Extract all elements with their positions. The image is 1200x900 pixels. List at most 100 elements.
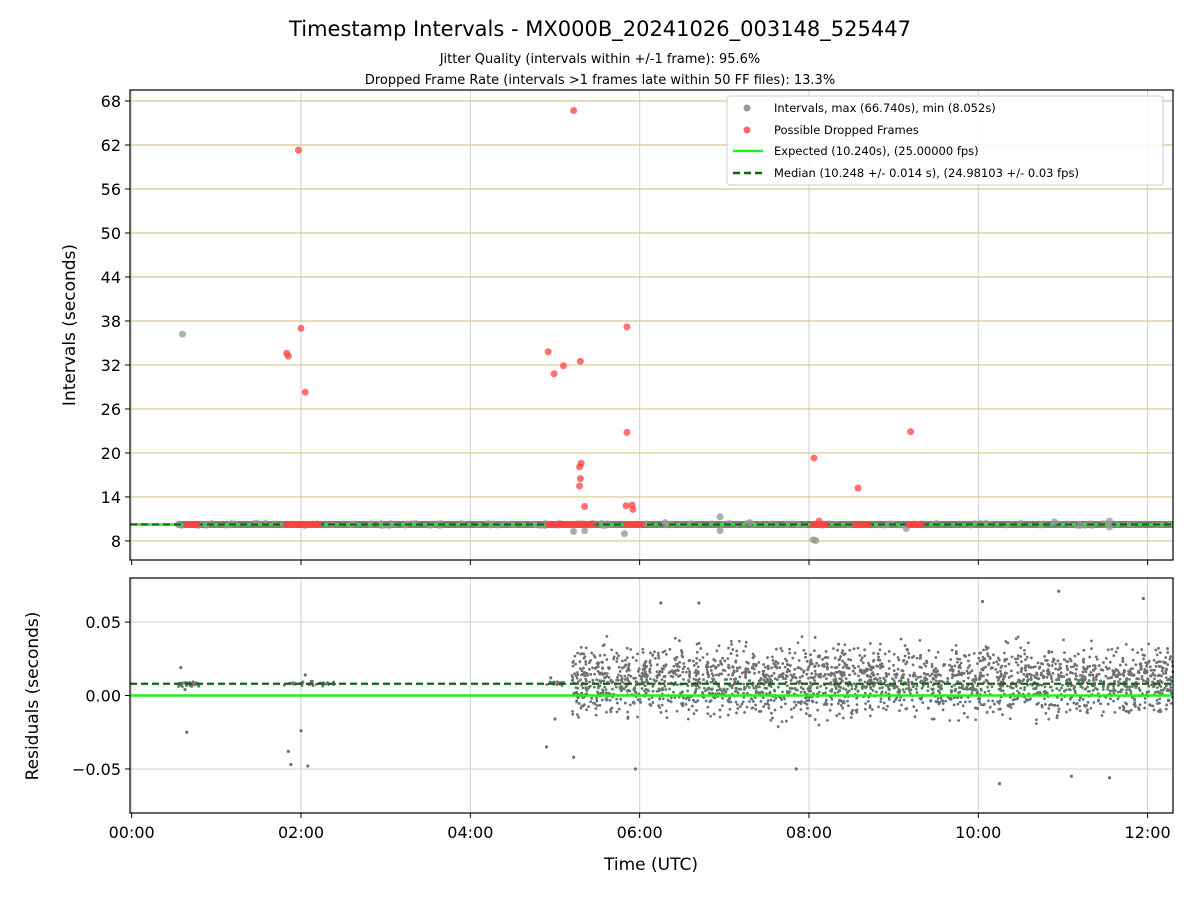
residual-point: [1100, 714, 1104, 717]
residual-point: [697, 601, 701, 605]
residual-point: [626, 717, 630, 720]
residual-point: [1146, 680, 1150, 684]
residual-point: [674, 673, 678, 676]
residual-point: [887, 672, 891, 676]
residual-point: [610, 648, 614, 652]
residual-point: [946, 680, 950, 684]
residual-point: [1102, 661, 1105, 664]
residual-point: [999, 669, 1002, 673]
residual-point: [653, 650, 656, 654]
residual-point: [813, 669, 817, 673]
residual-point: [988, 705, 992, 709]
residual-point: [735, 711, 738, 715]
residual-point: [1097, 664, 1101, 667]
residual-point: [1132, 673, 1136, 677]
residual-point: [1051, 689, 1054, 692]
residual-point: [796, 700, 800, 704]
residual-point: [688, 669, 691, 673]
residual-point: [549, 676, 553, 680]
residual-point: [805, 699, 809, 703]
residual-point: [905, 687, 908, 691]
residual-point: [839, 685, 843, 689]
residual-point: [553, 717, 557, 721]
residual-point: [661, 667, 664, 671]
residual-point: [884, 691, 888, 694]
residual-point: [967, 676, 970, 680]
residual-point: [934, 656, 938, 659]
residual-point: [961, 704, 965, 708]
residual-point: [625, 646, 629, 650]
residual-point: [1051, 660, 1055, 664]
residual-point: [575, 676, 579, 680]
residual-point: [941, 699, 945, 703]
residual-point: [1079, 678, 1083, 682]
residual-point: [950, 676, 954, 680]
residual-point: [663, 665, 667, 668]
residual-point: [636, 652, 639, 656]
residual-point: [1008, 685, 1012, 689]
residual-point: [1020, 660, 1023, 664]
residual-point: [660, 670, 664, 674]
residual-point: [839, 699, 843, 703]
interval-point: [746, 519, 754, 527]
residual-point: [848, 673, 851, 677]
residual-point: [884, 708, 888, 712]
residual-point: [855, 703, 859, 707]
residual-point: [844, 688, 848, 692]
residual-point: [1113, 710, 1117, 714]
residual-point: [992, 653, 995, 657]
residual-point: [1050, 677, 1053, 681]
residual-point: [979, 687, 983, 691]
residual-point: [1005, 684, 1009, 688]
residual-point: [1029, 676, 1033, 679]
chart-subtitle-1: Jitter Quality (intervals within +/-1 fr…: [439, 52, 761, 67]
residual-point: [688, 675, 692, 679]
residual-point: [645, 679, 649, 683]
residual-point: [1151, 668, 1155, 672]
residual-point: [824, 703, 828, 706]
residual-point: [332, 680, 336, 684]
residual-point: [663, 649, 667, 653]
residual-point: [824, 698, 828, 702]
residual-point: [605, 710, 608, 714]
residual-point: [1139, 667, 1143, 671]
residual-point: [866, 699, 870, 703]
residual-point: [876, 664, 880, 668]
residual-point: [730, 643, 733, 646]
residual-point: [1126, 685, 1129, 689]
residual-point: [1043, 685, 1047, 689]
residual-point: [841, 716, 845, 720]
residual-point: [1022, 648, 1026, 652]
residual-point: [1016, 663, 1020, 667]
residual-point: [1072, 665, 1076, 668]
residual-point: [858, 678, 861, 682]
residual-point: [829, 674, 833, 677]
residual-point: [754, 664, 758, 668]
residual-point: [956, 702, 960, 706]
residual-point: [1146, 677, 1149, 681]
residual-point: [988, 657, 992, 661]
residual-point: [608, 698, 612, 702]
residual-point: [1118, 663, 1122, 667]
residual-point: [612, 657, 616, 661]
residual-point: [892, 663, 895, 667]
residual-point: [595, 666, 598, 669]
residual-point: [1081, 697, 1085, 701]
residual-point: [771, 659, 775, 662]
residual-point: [911, 656, 914, 659]
residual-point: [590, 696, 594, 700]
residual-point: [646, 674, 650, 678]
residual-point: [584, 646, 588, 650]
residual-point: [665, 652, 668, 656]
residual-point: [959, 661, 963, 665]
residual-point: [778, 673, 782, 677]
residual-point: [810, 672, 814, 675]
interval-point: [661, 519, 669, 527]
residual-point: [921, 701, 925, 705]
residual-point: [977, 656, 981, 660]
residual-point: [894, 698, 898, 702]
residual-point: [834, 677, 838, 681]
residual-point: [1106, 702, 1110, 706]
residual-point: [697, 686, 701, 689]
residual-point: [617, 673, 620, 677]
